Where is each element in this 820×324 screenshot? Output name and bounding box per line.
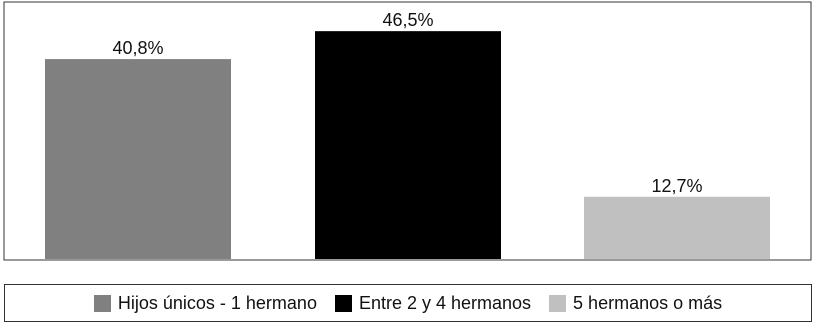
legend-item-entre-2-y-4: Entre 2 y 4 hermanos <box>334 292 532 314</box>
data-label-5-o-mas: 12,7% <box>651 176 702 196</box>
legend-label-hijos-unicos: Hijos únicos - 1 hermano <box>117 292 317 313</box>
data-label-entre-2-y-4: 46,5% <box>382 10 433 30</box>
legend-item-5-o-mas: 5 hermanos o más <box>549 293 722 314</box>
legend-swatch-entre-2-y-4 <box>334 294 352 312</box>
bar-chart: 40,8% 46,5% 12,7% <box>3 1 812 261</box>
chart-legend: Hijos únicos - 1 hermano Entre 2 y 4 her… <box>4 284 812 322</box>
bar-entre-2-y-4 <box>315 31 501 260</box>
legend-label-5-o-mas: 5 hermanos o más <box>573 292 723 313</box>
plot-area-frame <box>3 1 812 261</box>
legend-label-entre-2-y-4: Entre 2 y 4 hermanos <box>358 292 532 313</box>
data-label-hijos-unicos: 40,8% <box>112 38 163 58</box>
legend-item-hijos-unicos: Hijos únicos - 1 hermano <box>93 292 317 314</box>
bar-5-o-mas <box>584 196 770 259</box>
legend-swatch-5-o-mas <box>549 294 567 312</box>
legend-swatch-hijos-unicos <box>93 294 111 312</box>
bar-hijos-unicos <box>45 59 231 259</box>
